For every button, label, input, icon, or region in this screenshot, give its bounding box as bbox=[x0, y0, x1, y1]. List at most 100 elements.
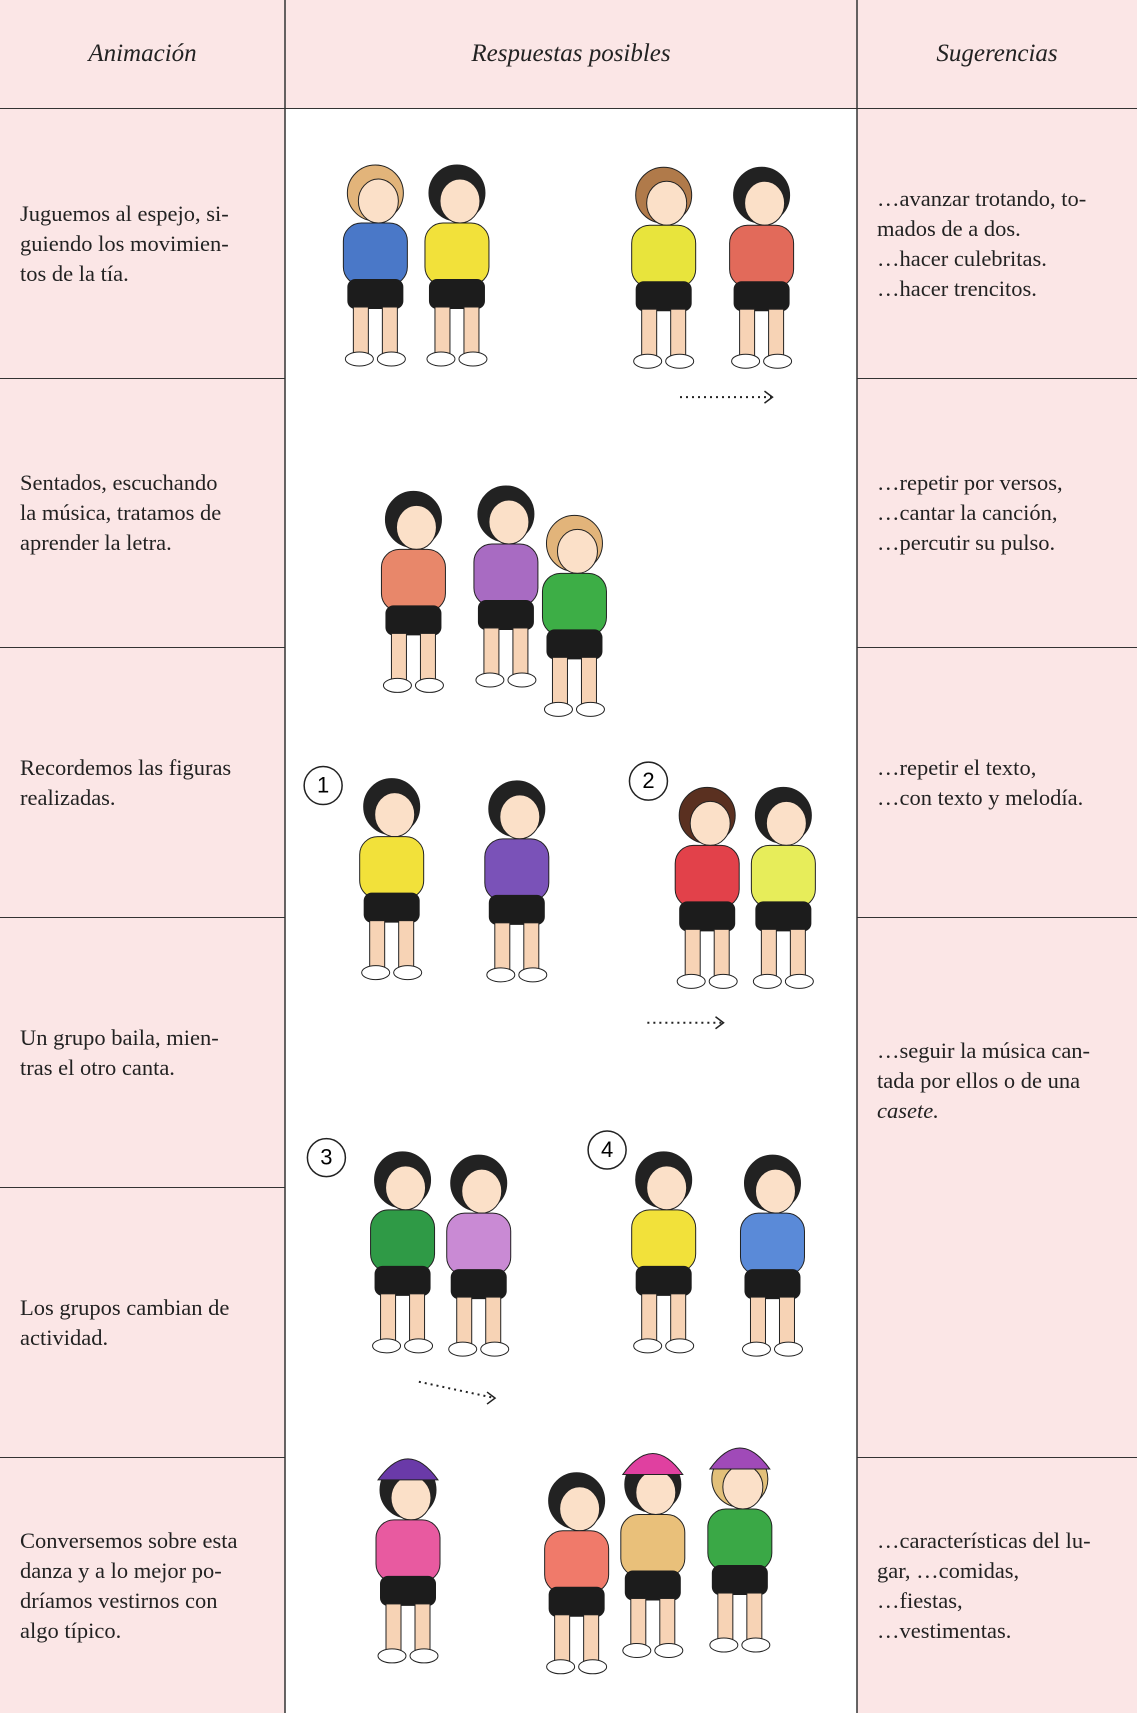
table-cell: Juguemos al espejo, si-guiendo los movim… bbox=[0, 109, 285, 379]
child-figure bbox=[631, 1151, 697, 1354]
child-figure bbox=[620, 1452, 686, 1658]
figure-number: 4 bbox=[601, 1137, 613, 1162]
shoe bbox=[784, 973, 814, 989]
number-circle bbox=[587, 1130, 627, 1170]
leg bbox=[583, 1614, 600, 1664]
shoe bbox=[507, 672, 537, 688]
shorts bbox=[363, 892, 420, 923]
shoe bbox=[393, 965, 423, 981]
leg bbox=[352, 306, 369, 356]
sweater bbox=[707, 1508, 773, 1572]
leg bbox=[494, 922, 511, 972]
figure-number: 2 bbox=[642, 768, 654, 793]
leg bbox=[419, 632, 436, 682]
cell-text: realizadas. bbox=[20, 784, 116, 810]
leg bbox=[749, 1296, 766, 1346]
cell-text: …avanzar trotando, to- bbox=[877, 185, 1087, 211]
cell-text: tos de la tía. bbox=[20, 260, 129, 286]
shoe bbox=[475, 672, 505, 688]
leg bbox=[717, 1592, 734, 1642]
shorts bbox=[546, 629, 603, 660]
shoe bbox=[480, 1341, 510, 1357]
face bbox=[439, 178, 481, 224]
face bbox=[385, 1165, 427, 1211]
shorts bbox=[733, 281, 790, 312]
leg bbox=[580, 656, 597, 706]
shorts bbox=[711, 1565, 768, 1596]
leg bbox=[670, 1293, 687, 1343]
sweater bbox=[674, 844, 740, 908]
figure-number: 3 bbox=[320, 1144, 332, 1169]
shoe bbox=[344, 351, 374, 367]
leg bbox=[414, 1603, 431, 1653]
cell-text: …repetir por versos, bbox=[877, 470, 1063, 495]
face bbox=[357, 178, 399, 224]
arrow-head bbox=[486, 1391, 497, 1405]
leg bbox=[523, 922, 540, 972]
face bbox=[390, 1475, 432, 1521]
sweater bbox=[544, 1530, 610, 1594]
shoe bbox=[708, 973, 738, 989]
face bbox=[374, 792, 416, 838]
shorts bbox=[635, 281, 692, 312]
cell-text: tras el otro canta. bbox=[20, 1054, 175, 1080]
leg bbox=[789, 928, 806, 978]
table-cell: …características del lu-gar, …comidas, …f… bbox=[857, 1458, 1137, 1713]
table-cell: …avanzar trotando, to-mados de a dos. …ha… bbox=[857, 109, 1137, 379]
face bbox=[559, 1486, 601, 1532]
sweater bbox=[359, 836, 425, 900]
shoe bbox=[575, 701, 605, 717]
face bbox=[635, 1469, 677, 1515]
shoe bbox=[654, 1642, 684, 1658]
face bbox=[395, 504, 437, 550]
face bbox=[646, 1165, 688, 1211]
face bbox=[744, 180, 786, 226]
shoe bbox=[414, 677, 444, 693]
shorts bbox=[744, 1269, 801, 1300]
shoe bbox=[741, 1637, 771, 1653]
table-cell: Recordemos las figuras realizadas. bbox=[0, 648, 285, 918]
header-sugerencias: Sugerencias bbox=[857, 0, 1137, 109]
shoe bbox=[382, 677, 412, 693]
face bbox=[754, 1168, 796, 1214]
shorts bbox=[428, 279, 485, 310]
face bbox=[461, 1168, 503, 1214]
cell-text: …cantar la canción, bbox=[877, 500, 1058, 525]
cell-text: …con texto y melodía. bbox=[877, 784, 1084, 810]
table-cell: Un grupo baila, mien-tras el otro canta. bbox=[0, 918, 285, 1188]
cell-text: Conversemos sobre esta bbox=[20, 1527, 238, 1553]
shoe bbox=[665, 1338, 695, 1354]
shoe bbox=[622, 1642, 652, 1658]
sweater bbox=[750, 844, 816, 908]
child-figure bbox=[750, 786, 816, 989]
leg bbox=[659, 1597, 676, 1647]
leg bbox=[434, 306, 451, 356]
cell-text: aprender la letra. bbox=[20, 530, 172, 555]
leg bbox=[768, 308, 785, 358]
shoe bbox=[376, 351, 406, 367]
child-figure bbox=[370, 1151, 436, 1354]
table-cell: …repetir el texto, …con texto y melodía. bbox=[857, 648, 1137, 918]
arrow-head bbox=[764, 390, 774, 404]
leg bbox=[713, 928, 730, 978]
face bbox=[488, 499, 530, 545]
cell-text: …hacer trencitos. bbox=[877, 275, 1037, 301]
face bbox=[765, 800, 807, 846]
hat bbox=[621, 1452, 684, 1475]
sweater bbox=[375, 1519, 441, 1583]
number-circle bbox=[303, 765, 343, 806]
cell-text: algo típico. bbox=[20, 1617, 122, 1643]
sweater bbox=[380, 548, 446, 612]
leg bbox=[684, 928, 701, 978]
shoe bbox=[426, 351, 456, 367]
leg bbox=[739, 308, 756, 358]
arrow-head bbox=[715, 1016, 725, 1030]
child-figure bbox=[541, 514, 607, 717]
hat bbox=[377, 1458, 439, 1481]
cell-text: …hacer culebritas. bbox=[877, 245, 1047, 271]
leg bbox=[551, 656, 568, 706]
shoe bbox=[448, 1341, 478, 1357]
shorts bbox=[450, 1269, 507, 1300]
shoe bbox=[361, 965, 391, 981]
leg bbox=[380, 1293, 397, 1343]
